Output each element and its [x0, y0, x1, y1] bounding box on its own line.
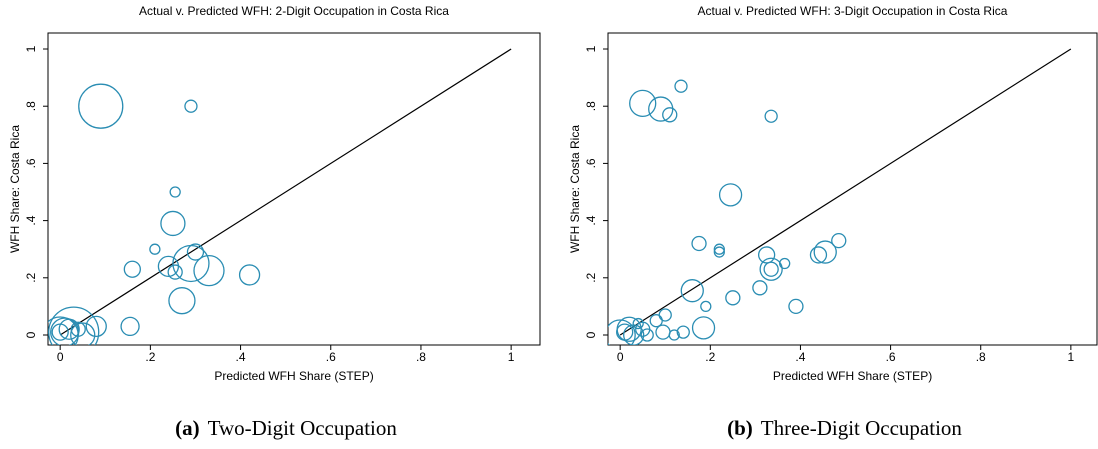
- x-tick-label: .2: [145, 350, 155, 364]
- chart-title: Actual v. Predicted WFH: 3-Digit Occupat…: [698, 4, 1008, 18]
- bubble: [172, 244, 210, 283]
- x-tick-label: 0: [57, 350, 64, 364]
- bubble: [691, 235, 707, 252]
- bubble: [674, 79, 688, 93]
- y-tick-label: .8: [584, 101, 598, 111]
- x-tick-label: .6: [326, 350, 336, 364]
- bubble: [763, 261, 779, 277]
- caption-label: (a): [175, 416, 200, 440]
- y-tick-label: 1: [584, 45, 598, 52]
- bubble: [752, 280, 768, 296]
- caption: (a) Two-Digit Occupation: [175, 416, 397, 440]
- bubble: [764, 109, 778, 123]
- bubble: [757, 246, 776, 264]
- bubble: [713, 243, 725, 255]
- y-tick-label: .4: [24, 215, 38, 225]
- bubble: [167, 264, 183, 280]
- bubble: [779, 257, 791, 270]
- y-tick-label: 0: [584, 331, 598, 338]
- y-tick-label: .8: [24, 101, 38, 111]
- x-axis-label: Predicted WFH Share (STEP): [773, 369, 932, 383]
- caption-text: Three-Digit Occupation: [761, 416, 963, 440]
- bubble: [160, 210, 186, 237]
- x-tick-label: .2: [705, 350, 715, 364]
- diagonal-line: [619, 48, 1072, 336]
- bubble: [658, 308, 672, 322]
- bubble: [662, 107, 678, 123]
- bubble: [648, 96, 674, 122]
- plot-area: [48, 48, 512, 345]
- bubble: [691, 316, 716, 340]
- bubble: [193, 254, 225, 287]
- bubble: [123, 260, 141, 278]
- bubble: [58, 318, 80, 340]
- bubble: [725, 290, 741, 306]
- x-tick-label: 1: [1068, 350, 1075, 364]
- y-axis-label: WFH Share: Costa Rica: [568, 125, 582, 253]
- bubble: [184, 99, 198, 113]
- y-tick-label: .2: [24, 272, 38, 282]
- caption: (b) Three-Digit Occupation: [727, 416, 962, 440]
- caption-label: (b): [727, 416, 753, 440]
- bubble: [676, 325, 690, 339]
- bubble: [149, 243, 161, 255]
- bubble: [649, 314, 663, 328]
- y-axis-label: WFH Share: Costa Rica: [8, 125, 22, 253]
- bubble: [238, 264, 261, 286]
- bubble: [70, 321, 86, 337]
- bubble: [700, 300, 712, 313]
- bubble: [120, 316, 140, 337]
- x-tick-label: 0: [617, 350, 624, 364]
- plot-area: [608, 48, 1072, 345]
- x-tick-label: .8: [416, 350, 426, 364]
- bubble: [169, 186, 181, 198]
- diagonal-line: [59, 48, 512, 336]
- bubble: [718, 183, 743, 207]
- bubble: [788, 298, 804, 315]
- y-tick-label: 1: [24, 45, 38, 52]
- bubble: [831, 232, 847, 249]
- bubble: [85, 315, 107, 338]
- bubble: [48, 306, 100, 345]
- chart-title: Actual v. Predicted WFH: 2-Digit Occupat…: [139, 4, 449, 18]
- bubble: [616, 323, 634, 341]
- x-tick-label: .6: [886, 350, 896, 364]
- bubble: [186, 243, 205, 261]
- plot-frame: [607, 32, 1098, 346]
- bubble: [759, 257, 783, 281]
- bubble: [78, 83, 124, 129]
- y-tick-label: .2: [584, 272, 598, 282]
- bubble: [655, 324, 671, 340]
- caption-text: Two-Digit Occupation: [208, 416, 398, 440]
- bubble: [813, 240, 837, 264]
- bubble: [629, 89, 657, 118]
- bubble: [51, 323, 69, 341]
- bubble: [809, 246, 828, 264]
- y-tick-label: .4: [584, 215, 598, 225]
- bubble: [640, 328, 654, 342]
- y-tick-label: .6: [24, 158, 38, 168]
- bubble: [70, 322, 96, 345]
- bubble: [713, 246, 725, 258]
- bubble: [632, 317, 644, 330]
- y-tick-label: 0: [24, 331, 38, 338]
- x-tick-label: .4: [795, 350, 805, 364]
- x-tick-label: .4: [236, 350, 246, 364]
- x-axis-label: Predicted WFH Share (STEP): [214, 369, 373, 383]
- bubble: [608, 319, 636, 345]
- plot-frame: [47, 32, 541, 346]
- bubble: [168, 287, 196, 315]
- x-tick-label: .8: [976, 350, 986, 364]
- bubble: [680, 279, 704, 303]
- x-tick-label: 1: [508, 350, 515, 364]
- y-tick-label: .6: [584, 158, 598, 168]
